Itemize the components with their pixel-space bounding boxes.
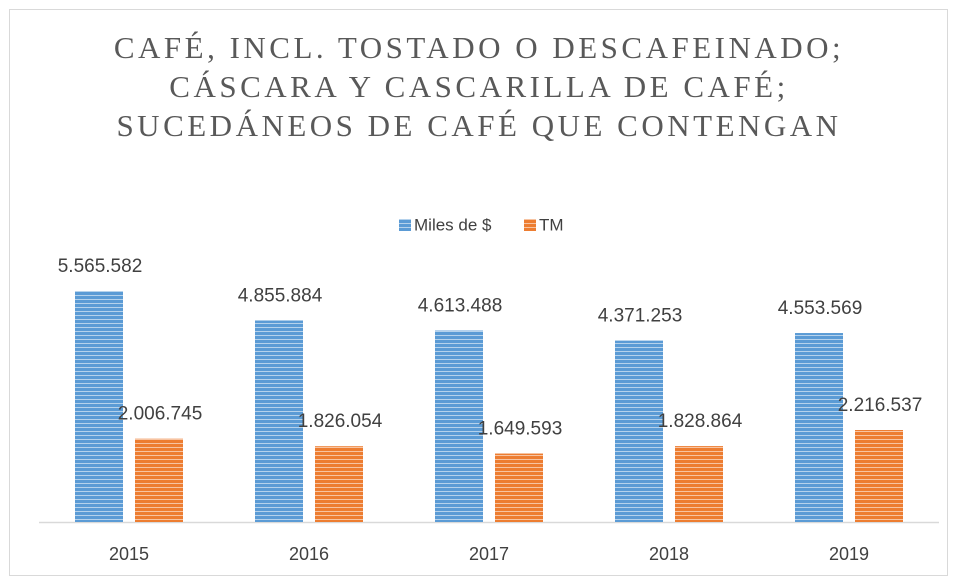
legend-swatch <box>399 219 411 231</box>
data-label: 1.828.864 <box>658 411 743 432</box>
bar <box>495 453 543 522</box>
legend-label: Miles de $ <box>414 215 492 234</box>
bar <box>135 438 183 522</box>
x-tick-label: 2017 <box>469 544 509 564</box>
data-label: 2.006.745 <box>118 404 203 425</box>
bar <box>315 446 363 522</box>
data-label: 1.826.054 <box>298 411 383 432</box>
legend-label: TM <box>539 215 564 234</box>
data-label: 2.216.537 <box>838 395 923 416</box>
bar <box>615 340 663 522</box>
chart-title: CAFÉ, INCL. TOSTADO O DESCAFEINADO; CÁSC… <box>113 30 845 143</box>
x-tick-label: 2018 <box>649 544 689 564</box>
legend-swatch <box>524 219 536 231</box>
bar <box>75 291 123 522</box>
bar <box>795 333 843 522</box>
x-tick-label: 2019 <box>829 544 869 564</box>
x-tick-label: 2016 <box>289 544 329 564</box>
data-label: 4.855.884 <box>238 285 323 306</box>
data-label: 4.553.569 <box>778 298 863 319</box>
x-tick-label: 2015 <box>109 544 149 564</box>
data-label: 4.371.253 <box>598 306 683 327</box>
data-label: 1.649.593 <box>478 419 563 440</box>
data-label: 4.613.488 <box>418 296 503 317</box>
bar <box>435 330 483 522</box>
data-label: 5.565.582 <box>58 256 143 277</box>
bar <box>255 320 303 522</box>
bar <box>675 446 723 522</box>
bar <box>855 430 903 522</box>
